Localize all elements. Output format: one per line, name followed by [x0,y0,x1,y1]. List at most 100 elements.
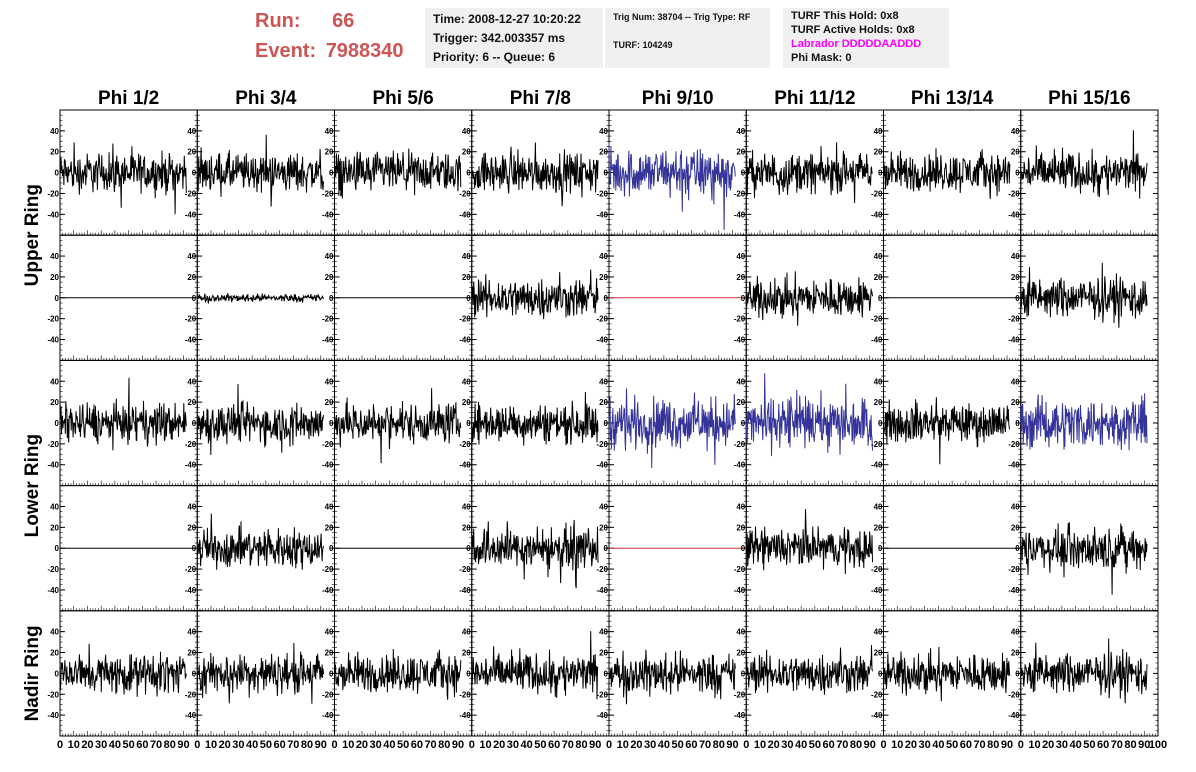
row-header-lower-ring: Lower Ring [22,434,43,537]
waveform-line [1020,393,1148,451]
y-tick-label: -20 [734,189,746,198]
turf-text: TURF: 104249 [613,40,673,50]
x-tick-label: 80 [301,739,313,751]
x-tick-label: 40 [521,739,533,751]
panel-r4-c6: 40 20 0 -20 -40 [734,485,884,612]
y-tick-label: 20 [736,398,745,407]
y-tick-label: -40 [871,461,883,470]
y-tick-label: 20 [1011,273,1020,282]
y-tick-label: 0 [604,294,609,303]
event-value: 7988340 [325,40,404,62]
panel-r2-c8: 40 20 0 -20 -40 [1008,234,1159,361]
labrador-text: Labrador DDDDDAADDD [791,38,922,50]
y-tick-label: 40 [50,502,59,511]
y-tick-label: 0 [878,169,883,178]
y-tick-label: -40 [47,461,59,470]
priority-text: Priority: 6 -- Queue: 6 [433,50,556,64]
y-tick-label: -20 [322,315,334,324]
y-tick-label: -40 [47,711,59,720]
panel-r1-c3: 40 20 0 -20 -40 [322,109,473,236]
y-tick-label: 20 [736,523,745,532]
y-tick-label: 40 [50,252,59,261]
y-tick-label: 40 [187,127,196,136]
y-tick-label: 40 [325,628,334,637]
y-tick-label: 40 [599,628,608,637]
y-tick-label: -40 [185,336,197,345]
y-tick-label: 40 [1011,127,1020,136]
panel-r3-c3: 40 20 0 -20 -40 [322,359,473,487]
y-tick-label: 20 [462,148,471,157]
y-tick-label: 0 [741,169,746,178]
y-tick-label: 0 [55,669,60,678]
y-tick-label: 20 [599,649,608,658]
y-tick-label: 20 [874,649,883,658]
y-tick-label: 20 [187,523,196,532]
waveform-line [196,293,324,304]
y-tick-label: -40 [185,210,197,219]
x-tick-label: 40 [658,739,670,751]
y-tick-label: 40 [50,377,59,386]
waveform-line [471,391,599,446]
x-tick-label: 40 [383,739,395,751]
y-tick-label: 20 [462,273,471,282]
x-tick-label: 70 [699,739,711,751]
x-tick-label: 60 [411,739,423,751]
y-tick-label: 0 [1015,169,1020,178]
y-tick-label: 40 [325,252,334,261]
y-tick-label: 40 [1011,377,1020,386]
x-tick-label: 80 [164,739,176,751]
panel-r1-c1: 40 20 0 -20 -40 [47,109,198,236]
y-tick-label: -40 [322,461,334,470]
x-tick-label: 60 [273,739,285,751]
y-tick-label: 20 [187,273,196,282]
x-tick-label: 20 [493,739,505,751]
x-tick-label: 20 [768,739,780,751]
y-tick-label: -20 [185,189,197,198]
panel-r2-c4: 40 20 0 -20 -40 [459,234,610,361]
x-tick-label: 0 [331,739,337,751]
x-tick-label: 50 [260,739,272,751]
panel-r1-c2: 40 20 0 -20 -40 [185,109,335,236]
y-tick-label: -20 [734,565,746,574]
x-tick-label: 30 [232,739,244,751]
time-text: Time: 2008-12-27 10:20:22 [433,12,581,26]
event-label: Event: [255,40,317,62]
x-tick-label: 10 [617,739,629,751]
run-value: 66 [332,10,355,32]
y-tick-label: 40 [1011,502,1020,511]
y-tick-label: 40 [1011,252,1020,261]
run-line: Run: 66 [255,10,354,33]
column-header-3: Phi 5/6 [373,88,434,109]
y-tick-label: 40 [187,252,196,261]
y-tick-label: -20 [734,690,746,699]
y-tick-label: 40 [874,377,883,386]
y-tick-label: 0 [466,669,471,678]
waveform-line [196,642,324,704]
y-tick-label: 40 [599,377,608,386]
panel-r3-c8: 40 20 0 -20 -40 [1008,359,1159,487]
panel-r2-c5: 40 20 0 -20 -40 [596,234,747,361]
y-tick-label: -20 [871,690,883,699]
x-tick-label: 40 [109,739,121,751]
y-tick-label: 40 [462,252,471,261]
trigger-info-box: Trig Num: 38704 -- Trig Type: RF TURF: 1… [605,8,770,68]
y-tick-label: 0 [329,419,334,428]
y-tick-label: -40 [459,336,471,345]
y-tick-label: -20 [1008,189,1020,198]
panel-r3-c1: 40 20 0 -20 -40 [47,359,198,487]
column-header-5: Phi 9/10 [642,88,714,109]
x-tick-label: 10 [479,739,491,751]
waveform-line [745,142,873,203]
panel-r4-c5: 40 20 0 -20 -40 [596,485,747,612]
y-tick-label: -40 [871,586,883,595]
panel-r4-c3: 40 20 0 -20 -40 [322,485,473,612]
y-tick-label: -40 [1008,210,1020,219]
x-tick-label: 70 [150,739,162,751]
x-tick-label: 70 [287,739,299,751]
panel-r4-c2: 40 20 0 -20 -40 [185,485,335,612]
waveform-line [59,377,187,451]
